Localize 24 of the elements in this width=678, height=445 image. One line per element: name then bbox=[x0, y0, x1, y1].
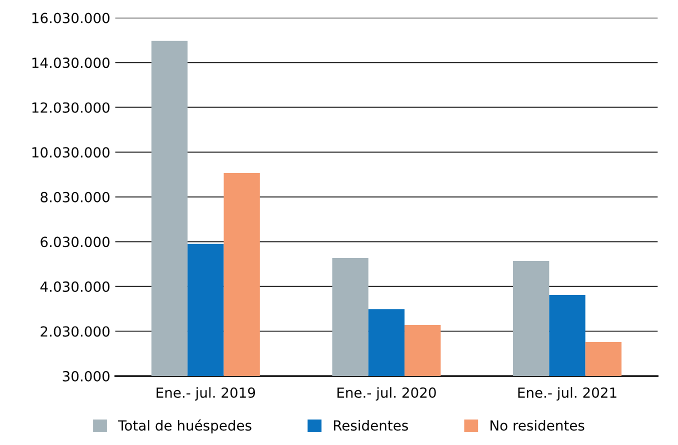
y-tick-label: 8.030.000 bbox=[40, 192, 110, 202]
x-tick-label: Ene.- jul. 2021 bbox=[518, 387, 616, 401]
bar bbox=[549, 294, 586, 376]
y-tick-label: 2.030.000 bbox=[40, 326, 110, 337]
y-tick-label: 10.030.000 bbox=[32, 147, 110, 158]
bar bbox=[188, 244, 224, 376]
bar bbox=[151, 40, 188, 376]
y-tick-label: 6.030.000 bbox=[40, 236, 110, 248]
legend-label: No residentes bbox=[490, 420, 584, 431]
bar bbox=[513, 260, 550, 376]
legend-label: Total de huéspedes bbox=[118, 419, 252, 434]
y-tick-label: 4.030.000 bbox=[40, 281, 110, 292]
y-tick-label: 12.030.000 bbox=[32, 102, 110, 113]
y-tick-label: 14.030.000 bbox=[32, 58, 110, 68]
x-tick-label: Ene.- jul. 2020 bbox=[337, 387, 436, 401]
x-tick-label: Ene.- jul. 2019 bbox=[156, 387, 256, 401]
legend-label: Residentes bbox=[334, 420, 408, 431]
y-tick-label: 30.000 bbox=[62, 370, 110, 382]
bar bbox=[368, 309, 405, 376]
bar bbox=[224, 172, 260, 376]
bar bbox=[332, 258, 368, 376]
bar bbox=[585, 342, 622, 376]
bar bbox=[404, 324, 441, 376]
y-tick-label: 16.030.000 bbox=[32, 12, 110, 24]
